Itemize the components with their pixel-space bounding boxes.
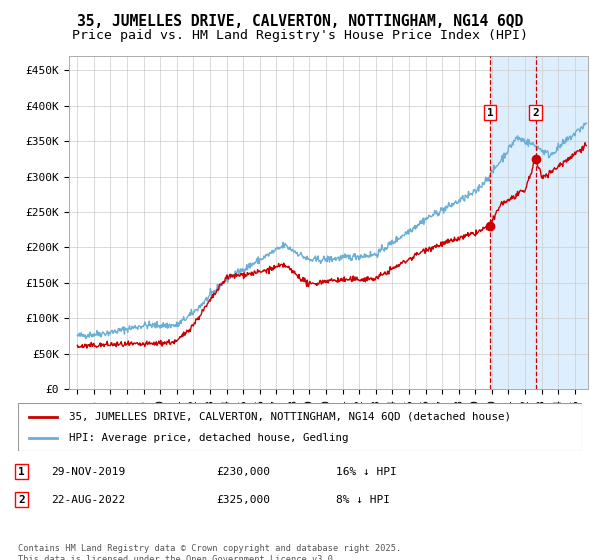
Bar (490, 56, 588, 389)
FancyBboxPatch shape (18, 403, 582, 451)
Text: 2: 2 (18, 494, 25, 505)
Text: 29-NOV-2019: 29-NOV-2019 (51, 466, 125, 477)
Text: HPI: Average price, detached house, Gedling: HPI: Average price, detached house, Gedl… (69, 433, 348, 444)
Text: 35, JUMELLES DRIVE, CALVERTON, NOTTINGHAM, NG14 6QD: 35, JUMELLES DRIVE, CALVERTON, NOTTINGHA… (77, 14, 523, 29)
Text: 8% ↓ HPI: 8% ↓ HPI (336, 494, 390, 505)
Text: £325,000: £325,000 (216, 494, 270, 505)
Text: 2: 2 (532, 108, 539, 118)
Text: 35, JUMELLES DRIVE, CALVERTON, NOTTINGHAM, NG14 6QD (detached house): 35, JUMELLES DRIVE, CALVERTON, NOTTINGHA… (69, 412, 511, 422)
Text: Price paid vs. HM Land Registry's House Price Index (HPI): Price paid vs. HM Land Registry's House … (72, 29, 528, 42)
Text: £230,000: £230,000 (216, 466, 270, 477)
Text: Contains HM Land Registry data © Crown copyright and database right 2025.
This d: Contains HM Land Registry data © Crown c… (18, 544, 401, 560)
Text: 16% ↓ HPI: 16% ↓ HPI (336, 466, 397, 477)
Text: 1: 1 (18, 466, 25, 477)
Text: 22-AUG-2022: 22-AUG-2022 (51, 494, 125, 505)
Text: 1: 1 (487, 108, 494, 118)
